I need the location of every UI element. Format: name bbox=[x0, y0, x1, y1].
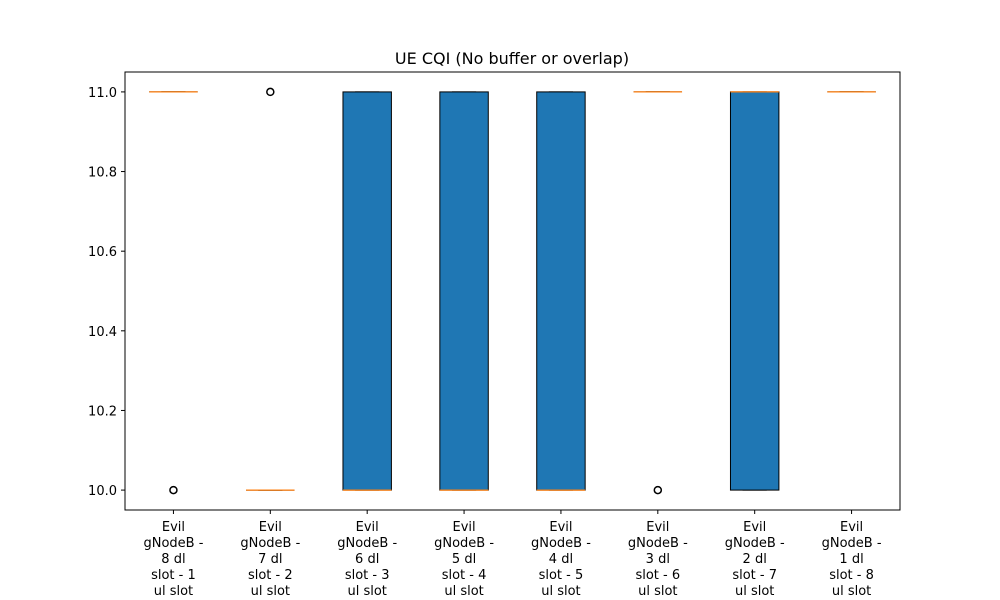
box-body bbox=[439, 91, 489, 491]
x-tick-label-line: ul slot bbox=[638, 584, 677, 599]
x-tick-label-line: Evil bbox=[743, 520, 766, 535]
box-group-4 bbox=[439, 91, 489, 491]
x-tick-label-line: Evil bbox=[259, 520, 282, 535]
x-tick-label-line: gNodeB - bbox=[531, 536, 591, 551]
x-tick-label-line: ul slot bbox=[251, 584, 290, 599]
x-tick-label-line: ul slot bbox=[347, 584, 386, 599]
x-tick-label-line: gNodeB - bbox=[240, 536, 300, 551]
plot-frame bbox=[124, 71, 901, 511]
x-tick-label: Evil gNodeB -4 dl slot - 5 ul slot bbox=[531, 520, 591, 599]
box-body bbox=[342, 91, 392, 491]
x-tick-label-line: ul slot bbox=[444, 584, 483, 599]
x-tick-label-line: 4 dl bbox=[549, 552, 573, 567]
x-tick-label-line: Evil bbox=[840, 520, 863, 535]
x-tick-label-line: slot - 5 bbox=[539, 568, 584, 583]
x-tick-label-line: Evil bbox=[452, 520, 475, 535]
box-group-6 bbox=[633, 91, 683, 495]
box-group-1 bbox=[149, 91, 198, 495]
x-tick-label-line: ul slot bbox=[832, 584, 871, 599]
y-tick-label: 10.0 bbox=[88, 484, 117, 499]
outlier-point bbox=[266, 87, 275, 97]
y-tick-label: 10.6 bbox=[88, 245, 117, 260]
box-body bbox=[729, 91, 780, 491]
x-tick-label-line: Evil bbox=[549, 520, 572, 535]
box-group-5 bbox=[536, 91, 586, 491]
y-tick-label: 10.2 bbox=[88, 404, 117, 419]
x-tick-label-line: ul slot bbox=[735, 584, 774, 599]
y-tick-label: 11.0 bbox=[88, 86, 117, 101]
x-tick-label-line: gNodeB - bbox=[337, 536, 397, 551]
x-tick-label-line: slot - 2 bbox=[248, 568, 293, 583]
x-tick-label-line: slot - 3 bbox=[345, 568, 390, 583]
x-tick-label-line: slot - 4 bbox=[442, 568, 487, 583]
x-tick-label: Evil gNodeB -1 dl slot - 8 ul slot bbox=[822, 520, 882, 599]
x-tick-label-line: Evil bbox=[356, 520, 379, 535]
x-tick-label-line: slot - 8 bbox=[829, 568, 874, 583]
box-group-7 bbox=[729, 91, 780, 491]
x-tick-label-line: 6 dl bbox=[355, 552, 379, 567]
x-tick-label-line: gNodeB - bbox=[725, 536, 785, 551]
x-tick-label-line: 8 dl bbox=[161, 552, 185, 567]
outlier-point bbox=[653, 485, 663, 495]
x-tick-label-line: gNodeB - bbox=[434, 536, 494, 551]
x-tick-label-line: slot - 6 bbox=[635, 568, 680, 583]
x-tick-label-line: 5 dl bbox=[452, 552, 476, 567]
x-tick-label-line: ul slot bbox=[541, 584, 580, 599]
y-tick-label: 10.8 bbox=[88, 166, 117, 181]
outlier-point bbox=[169, 485, 178, 495]
x-tick-label: Evil gNodeB -2 dl slot - 7 ul slot bbox=[725, 520, 785, 599]
x-tick-label-line: gNodeB - bbox=[822, 536, 882, 551]
x-tick-label-line: Evil bbox=[162, 520, 185, 535]
x-tick-label-line: 2 dl bbox=[743, 552, 767, 567]
plot-marks bbox=[149, 87, 876, 495]
x-tick-label-line: 3 dl bbox=[646, 552, 670, 567]
x-tick-label-line: gNodeB - bbox=[628, 536, 688, 551]
x-tick-label: Evil gNodeB -3 dl slot - 6 ul slot bbox=[628, 520, 688, 599]
box-group-3 bbox=[342, 91, 392, 491]
x-tick-label-line: 7 dl bbox=[258, 552, 282, 567]
chart-title: UE CQI (No buffer or overlap) bbox=[395, 49, 629, 68]
x-tick-label-line: ul slot bbox=[154, 584, 193, 599]
x-tick-label-line: 1 dl bbox=[839, 552, 863, 567]
box-body bbox=[536, 91, 586, 491]
x-tick-label: Evil gNodeB -8 dl slot - 1 ul slot bbox=[143, 520, 203, 599]
box-group-2 bbox=[246, 87, 295, 491]
y-tick-label: 10.4 bbox=[88, 325, 117, 340]
x-tick-label-line: slot - 1 bbox=[151, 568, 196, 583]
x-tick-label-line: Evil bbox=[646, 520, 669, 535]
x-tick-label: Evil gNodeB -6 dl slot - 3 ul slot bbox=[337, 520, 397, 599]
x-tick-label-line: slot - 7 bbox=[732, 568, 777, 583]
x-tick-label: Evil gNodeB -7 dl slot - 2 ul slot bbox=[240, 520, 300, 599]
x-tick-label-line: gNodeB - bbox=[143, 536, 203, 551]
x-tick-label: Evil gNodeB -5 dl slot - 4 ul slot bbox=[434, 520, 494, 599]
